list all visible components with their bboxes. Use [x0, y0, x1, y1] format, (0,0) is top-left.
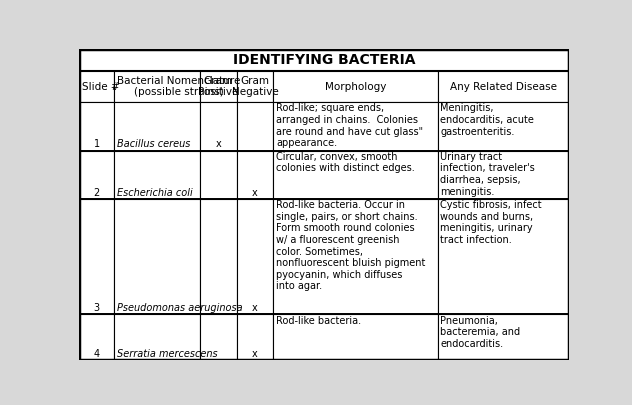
Bar — [237, 199, 274, 314]
Bar — [237, 71, 274, 102]
Bar — [437, 199, 569, 314]
Text: x: x — [252, 303, 258, 313]
Bar — [437, 151, 569, 199]
Bar — [79, 151, 114, 199]
Bar — [200, 102, 237, 151]
Text: Rod-like bacteria.: Rod-like bacteria. — [276, 315, 362, 326]
Text: Urinary tract
infection, traveler's
diarrhea, sepsis,
meningitis.: Urinary tract infection, traveler's diar… — [441, 152, 535, 196]
Bar — [114, 102, 200, 151]
Text: x: x — [252, 188, 258, 198]
Text: Gram
Negative: Gram Negative — [232, 76, 279, 98]
Text: 3: 3 — [94, 303, 100, 313]
Text: Bacillus cereus: Bacillus cereus — [117, 139, 191, 149]
Text: 1: 1 — [94, 139, 100, 149]
Text: Pseudomonas aeruginosa: Pseudomonas aeruginosa — [117, 303, 243, 313]
Bar — [200, 314, 237, 360]
Text: Rod-like; square ends,
arranged in chains.  Colonies
are round and have cut glas: Rod-like; square ends, arranged in chain… — [276, 104, 423, 148]
Text: Escherichia coli: Escherichia coli — [117, 188, 193, 198]
Bar — [274, 102, 437, 151]
Bar — [79, 102, 114, 151]
Bar — [114, 199, 200, 314]
Bar — [200, 71, 237, 102]
Text: Serratia mercescens: Serratia mercescens — [117, 349, 218, 359]
Text: 2: 2 — [94, 188, 100, 198]
Text: 4: 4 — [94, 349, 100, 359]
Text: Morphology: Morphology — [325, 82, 386, 92]
Bar — [79, 49, 569, 71]
Text: Gram
Positive: Gram Positive — [198, 76, 238, 98]
Bar — [274, 314, 437, 360]
Bar — [79, 314, 114, 360]
Bar — [237, 151, 274, 199]
Text: x: x — [216, 139, 221, 149]
Bar — [237, 102, 274, 151]
Bar — [114, 71, 200, 102]
Text: Rod-like bacteria. Occur in
single, pairs, or short chains.
Form smooth round co: Rod-like bacteria. Occur in single, pair… — [276, 200, 426, 291]
Bar — [200, 199, 237, 314]
Text: Any Related Disease: Any Related Disease — [449, 82, 557, 92]
Text: Cystic fibrosis, infect
wounds and burns,
meningitis, urinary
tract infection.: Cystic fibrosis, infect wounds and burns… — [441, 200, 542, 245]
Text: Bacterial Nomenclature
(possible strains): Bacterial Nomenclature (possible strains… — [117, 76, 241, 98]
Text: Pneumonia,
bacteremia, and
endocarditis.: Pneumonia, bacteremia, and endocarditis. — [441, 315, 521, 349]
Bar — [274, 71, 437, 102]
Bar — [114, 151, 200, 199]
Bar — [114, 314, 200, 360]
Bar — [274, 199, 437, 314]
Text: IDENTIFYING BACTERIA: IDENTIFYING BACTERIA — [233, 53, 415, 67]
Bar — [79, 71, 114, 102]
Bar — [437, 314, 569, 360]
Bar — [200, 151, 237, 199]
Bar — [274, 151, 437, 199]
Text: x: x — [252, 349, 258, 359]
Text: Meningitis,
endocarditis, acute
gastroenteritis.: Meningitis, endocarditis, acute gastroen… — [441, 104, 534, 136]
Bar — [437, 102, 569, 151]
Text: Circular, convex, smooth
colonies with distinct edges.: Circular, convex, smooth colonies with d… — [276, 152, 415, 173]
Bar — [437, 71, 569, 102]
Bar — [237, 314, 274, 360]
Bar — [79, 199, 114, 314]
Text: Slide #: Slide # — [82, 82, 119, 92]
